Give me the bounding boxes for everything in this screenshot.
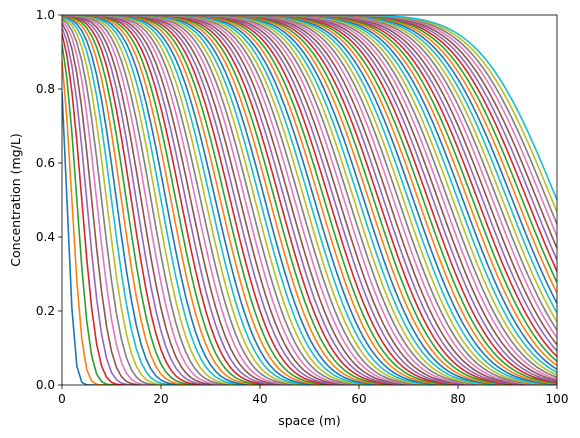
series-line-t65	[62, 15, 557, 385]
series-line-t24	[62, 15, 557, 385]
series-line-t7	[62, 20, 557, 385]
series-line-t18	[62, 15, 557, 385]
series-line-t9	[62, 16, 557, 385]
y-axis-label: Concentration (mg/L)	[8, 133, 23, 266]
x-tick-label: 0	[58, 392, 66, 406]
series-line-t8	[62, 18, 557, 385]
series-line-t17	[62, 15, 557, 385]
series-line-t10	[62, 16, 557, 385]
series-line-t66	[62, 15, 557, 385]
series-line-t20	[62, 15, 557, 385]
series-line-t61	[62, 15, 557, 385]
series-line-t32	[62, 15, 557, 385]
x-axis-ticks: 0 20 40 60 80 100	[58, 385, 568, 406]
series-line-t64	[62, 15, 557, 385]
y-tick-label: 0.6	[36, 156, 55, 170]
series-line-t15	[62, 15, 557, 385]
series-line-t71	[62, 15, 557, 385]
series-line-t14	[62, 15, 557, 385]
series-line-t16	[62, 15, 557, 385]
series-line-t13	[62, 15, 557, 385]
series-line-t11	[62, 15, 557, 385]
x-tick-label: 100	[546, 392, 569, 406]
y-tick-label: 0.0	[36, 378, 55, 392]
x-tick-label: 60	[351, 392, 366, 406]
y-tick-label: 0.2	[36, 304, 55, 318]
y-tick-label: 0.4	[36, 230, 55, 244]
series-line-t21	[62, 15, 557, 385]
series-line-t67	[62, 15, 557, 385]
series-line-t72	[62, 15, 557, 385]
plot-frame	[61, 14, 558, 386]
series-line-t19	[62, 15, 557, 385]
series-line-t73	[62, 15, 557, 384]
x-tick-label: 40	[252, 392, 267, 406]
x-tick-label: 80	[450, 392, 465, 406]
series-line-t12	[62, 15, 557, 385]
x-tick-label: 20	[153, 392, 168, 406]
series-line-t63	[62, 15, 557, 385]
series-layer	[62, 15, 557, 385]
y-tick-label: 0.8	[36, 82, 55, 96]
series-line-t68	[62, 15, 557, 385]
y-axis-ticks: 0.0 0.2 0.4 0.6 0.8 1.0	[36, 8, 62, 392]
series-line-t69	[62, 15, 557, 385]
series-line-t22	[62, 15, 557, 385]
series-line-t70	[62, 15, 557, 385]
series-line-t23	[62, 15, 557, 385]
x-axis-label: space (m)	[278, 413, 341, 428]
y-tick-label: 1.0	[36, 8, 55, 22]
series-line-t62	[62, 15, 557, 385]
series-line-t60	[62, 15, 557, 385]
series-line-t33	[62, 15, 557, 385]
